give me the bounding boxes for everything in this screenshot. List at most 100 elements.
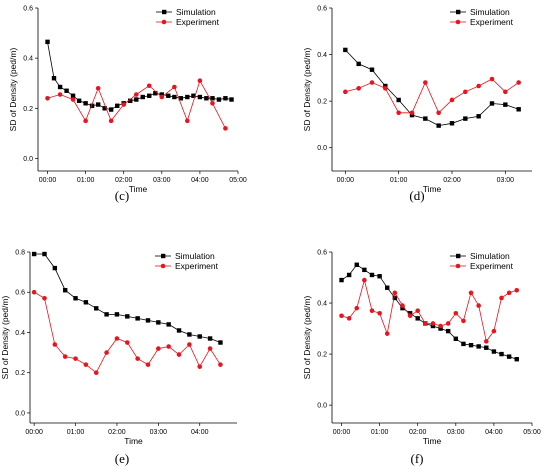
y-tick-label: 0.2	[317, 352, 327, 359]
data-point	[476, 114, 481, 119]
data-point	[125, 314, 130, 319]
data-point	[356, 61, 361, 67]
data-point	[354, 262, 359, 267]
series-line	[345, 78, 519, 114]
data-point	[449, 121, 455, 126]
data-point	[453, 310, 459, 316]
data-point	[346, 316, 352, 321]
data-point	[156, 320, 161, 325]
data-point	[172, 84, 177, 90]
series-simulation	[45, 39, 234, 112]
data-point	[197, 334, 202, 339]
data-point	[506, 290, 512, 296]
x-tick-label: 03:00	[497, 177, 515, 184]
data-point	[57, 92, 63, 97]
data-point	[57, 84, 63, 90]
data-point	[95, 102, 101, 107]
data-point	[229, 97, 234, 102]
data-point	[52, 265, 58, 271]
data-point	[135, 316, 140, 321]
data-point	[449, 97, 455, 103]
data-point	[172, 94, 177, 100]
data-point	[423, 116, 428, 121]
data-point	[499, 351, 504, 357]
x-tick-label: 02:00	[115, 177, 133, 184]
panel-caption: (e)	[115, 451, 129, 466]
x-tick-label: 00:00	[39, 177, 57, 184]
panel-caption: (f)	[411, 451, 424, 466]
data-point	[210, 96, 215, 101]
x-tick-label: 01:00	[371, 429, 389, 436]
data-point	[468, 290, 474, 296]
data-point	[392, 290, 398, 296]
legend-marker	[455, 19, 461, 25]
data-point	[369, 272, 375, 278]
data-point	[223, 126, 228, 131]
y-tick-label: 0.8	[15, 250, 25, 257]
data-point	[127, 98, 133, 103]
data-point	[383, 86, 388, 91]
legend-label: Experiment	[175, 261, 219, 271]
data-point	[369, 308, 375, 314]
data-point	[176, 352, 182, 357]
data-point	[140, 94, 145, 100]
series-experiment	[339, 277, 520, 344]
y-tick-label: 0.2	[23, 106, 33, 113]
data-point	[64, 88, 69, 93]
data-point	[423, 80, 428, 85]
data-point	[73, 356, 78, 361]
data-point	[83, 101, 88, 106]
x-tick-label: 03:00	[153, 177, 171, 184]
data-point	[73, 296, 78, 301]
data-point	[385, 285, 390, 290]
y-tick-label: 0.0	[317, 403, 327, 410]
data-point	[445, 321, 451, 326]
data-point	[94, 306, 99, 311]
x-tick-label: 05:00	[229, 177, 247, 184]
x-axis-title: Time	[129, 184, 148, 194]
x-tick-label: 04:00	[191, 429, 209, 436]
data-point	[191, 93, 196, 98]
data-point	[108, 107, 114, 112]
data-point	[124, 340, 130, 345]
data-point	[197, 364, 203, 369]
y-tick-label: 0.0	[15, 410, 25, 417]
data-point	[134, 97, 139, 102]
data-point	[461, 341, 466, 347]
x-tick-label: 00:00	[333, 429, 351, 436]
data-point	[499, 295, 504, 301]
legend-marker	[456, 9, 461, 15]
data-point	[145, 318, 151, 323]
legend-marker	[456, 253, 461, 259]
y-tick-label: 0.2	[317, 99, 327, 106]
legend-label: Simulation	[470, 7, 510, 17]
y-axis-title: SD of Density (ped/m)	[302, 48, 312, 132]
x-tick-label: 02:00	[443, 177, 461, 184]
data-point	[354, 305, 360, 311]
x-tick-label: 00:00	[25, 429, 43, 436]
data-point	[42, 251, 47, 257]
data-point	[369, 80, 375, 85]
data-point	[430, 323, 436, 329]
panel-caption: (c)	[115, 188, 129, 203]
y-tick-label: 0.4	[317, 52, 327, 59]
series-experiment	[31, 289, 223, 376]
x-axis-title: Time	[423, 184, 442, 194]
data-point	[392, 295, 398, 301]
data-point	[346, 272, 352, 278]
y-tick-label: 0.6	[317, 6, 327, 13]
y-tick-label: 0.6	[15, 290, 25, 297]
data-point	[204, 96, 209, 101]
data-point	[356, 86, 361, 91]
data-point	[343, 47, 348, 53]
legend-marker	[160, 263, 166, 269]
data-point	[207, 346, 213, 351]
data-point	[514, 287, 520, 293]
data-point	[218, 340, 223, 345]
data-point	[400, 303, 405, 308]
data-point	[491, 328, 497, 334]
data-point	[114, 312, 120, 317]
